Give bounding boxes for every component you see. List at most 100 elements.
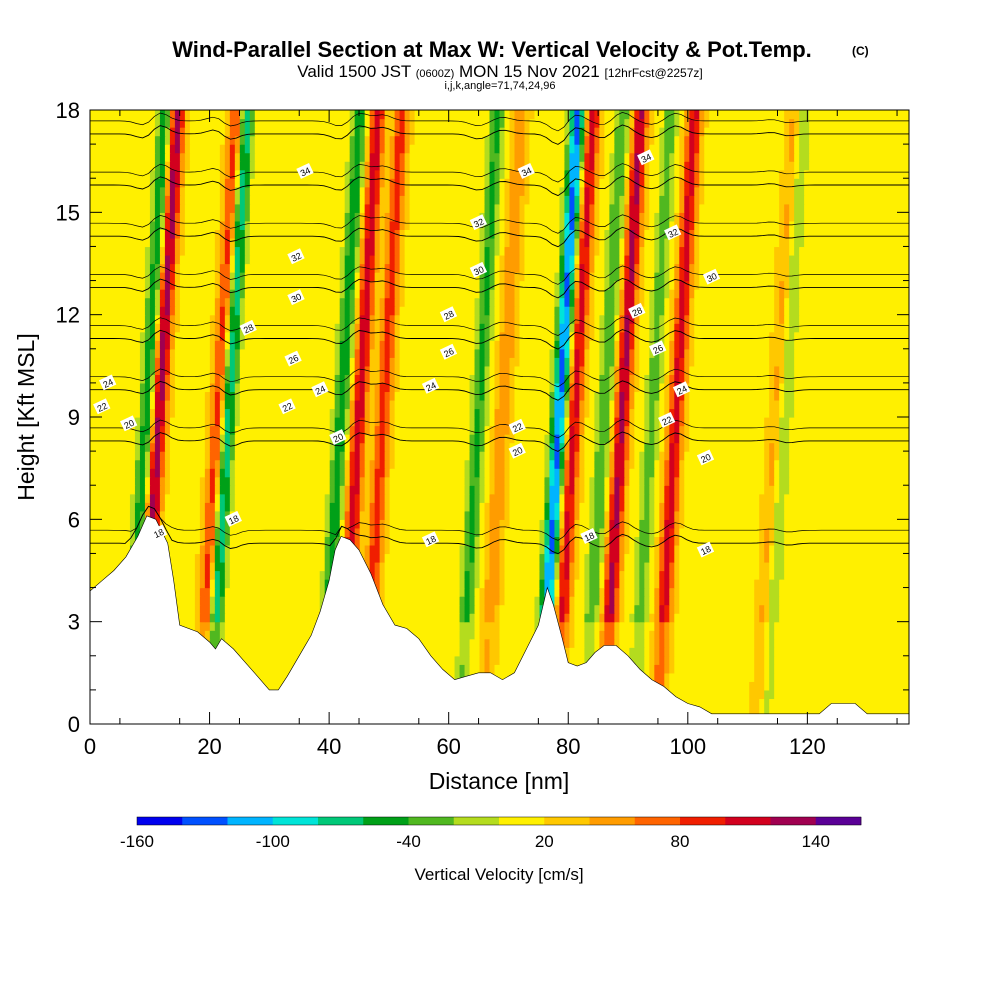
velocity-cell xyxy=(94,544,101,555)
velocity-cell xyxy=(544,476,551,486)
velocity-cell xyxy=(864,664,870,674)
velocity-cell xyxy=(174,485,181,495)
velocity-cell xyxy=(634,587,640,597)
velocity-cell xyxy=(459,493,466,503)
velocity-cell xyxy=(289,655,296,665)
velocity-cell xyxy=(304,527,311,537)
velocity-cell xyxy=(209,527,216,537)
velocity-cell xyxy=(404,468,411,478)
velocity-cell xyxy=(794,655,800,665)
velocity-cell xyxy=(259,459,266,469)
velocity-cell xyxy=(124,519,131,529)
velocity-cell xyxy=(799,519,805,529)
velocity-cell xyxy=(719,502,725,512)
velocity-cell xyxy=(874,561,880,572)
velocity-cell xyxy=(474,527,481,537)
velocity-cell xyxy=(264,510,271,520)
velocity-cell xyxy=(744,468,750,478)
velocity-cell xyxy=(309,570,316,580)
velocity-cell xyxy=(569,596,575,606)
velocity-cell xyxy=(274,604,281,614)
velocity-cell xyxy=(614,579,620,589)
velocity-cell xyxy=(519,527,526,537)
velocity-cell xyxy=(424,485,431,495)
velocity-cell xyxy=(244,579,251,589)
velocity-cell xyxy=(234,638,241,648)
velocity-cell xyxy=(774,527,780,537)
velocity-cell xyxy=(469,579,476,589)
velocity-cell xyxy=(884,664,890,674)
velocity-cell xyxy=(219,544,226,555)
velocity-cell xyxy=(559,630,566,640)
velocity-cell xyxy=(754,570,760,580)
velocity-cell xyxy=(574,630,580,640)
velocity-cell xyxy=(859,698,865,708)
velocity-cell xyxy=(349,459,356,469)
velocity-cell xyxy=(309,519,316,529)
velocity-cell xyxy=(444,596,451,606)
velocity-cell xyxy=(739,587,745,597)
velocity-cell xyxy=(474,561,481,572)
velocity-cell xyxy=(564,613,571,623)
velocity-cell xyxy=(464,485,471,495)
velocity-cell xyxy=(479,621,486,631)
velocity-cell xyxy=(874,536,880,546)
velocity-cell xyxy=(359,536,366,546)
velocity-cell xyxy=(589,502,595,512)
velocity-cell xyxy=(824,621,830,631)
velocity-cell xyxy=(609,587,615,597)
velocity-cell xyxy=(784,561,790,572)
velocity-cell xyxy=(749,638,755,648)
velocity-cell xyxy=(374,544,381,555)
velocity-cell xyxy=(269,553,276,563)
velocity-cell xyxy=(734,604,740,614)
velocity-cell xyxy=(824,655,830,665)
velocity-cell xyxy=(324,510,331,520)
velocity-cell xyxy=(839,476,845,486)
velocity-cell xyxy=(829,689,835,700)
velocity-cell xyxy=(239,468,246,478)
velocity-cell xyxy=(184,544,191,555)
velocity-cell xyxy=(744,502,750,512)
velocity-cell xyxy=(604,579,610,589)
velocity-cell xyxy=(354,510,361,520)
velocity-cell xyxy=(789,664,795,674)
velocity-cell xyxy=(719,681,725,691)
velocity-cell xyxy=(489,647,496,657)
velocity-cell xyxy=(889,630,895,640)
velocity-cell xyxy=(199,485,206,495)
velocity-cell xyxy=(879,519,885,529)
velocity-cell xyxy=(794,476,800,486)
velocity-cell xyxy=(299,527,306,537)
velocity-cell xyxy=(769,672,775,682)
velocity-cell xyxy=(454,561,461,572)
velocity-cell xyxy=(884,604,890,614)
velocity-cell xyxy=(599,613,605,623)
velocity-cell xyxy=(699,570,705,580)
velocity-cell xyxy=(689,519,695,529)
velocity-cell xyxy=(599,544,605,555)
velocity-cell xyxy=(789,630,795,640)
velocity-cell xyxy=(429,630,436,640)
velocity-cell xyxy=(504,587,511,597)
velocity-cell xyxy=(584,621,590,631)
velocity-cell xyxy=(609,544,615,555)
velocity-cell xyxy=(444,476,451,486)
velocity-cell xyxy=(864,613,870,623)
velocity-cell xyxy=(604,630,610,640)
velocity-cell xyxy=(319,527,326,537)
velocity-cell xyxy=(834,476,840,486)
velocity-cell xyxy=(654,664,660,674)
velocity-cell xyxy=(719,587,725,597)
velocity-cell xyxy=(294,596,301,606)
velocity-cell xyxy=(689,672,695,682)
velocity-cell xyxy=(884,510,890,520)
velocity-cell xyxy=(879,587,885,597)
velocity-cell xyxy=(299,502,306,512)
velocity-cell xyxy=(799,613,805,623)
velocity-cell xyxy=(799,655,805,665)
velocity-cell xyxy=(684,579,690,589)
velocity-cell xyxy=(819,613,825,623)
velocity-cell xyxy=(904,664,909,674)
velocity-cell xyxy=(494,579,501,589)
